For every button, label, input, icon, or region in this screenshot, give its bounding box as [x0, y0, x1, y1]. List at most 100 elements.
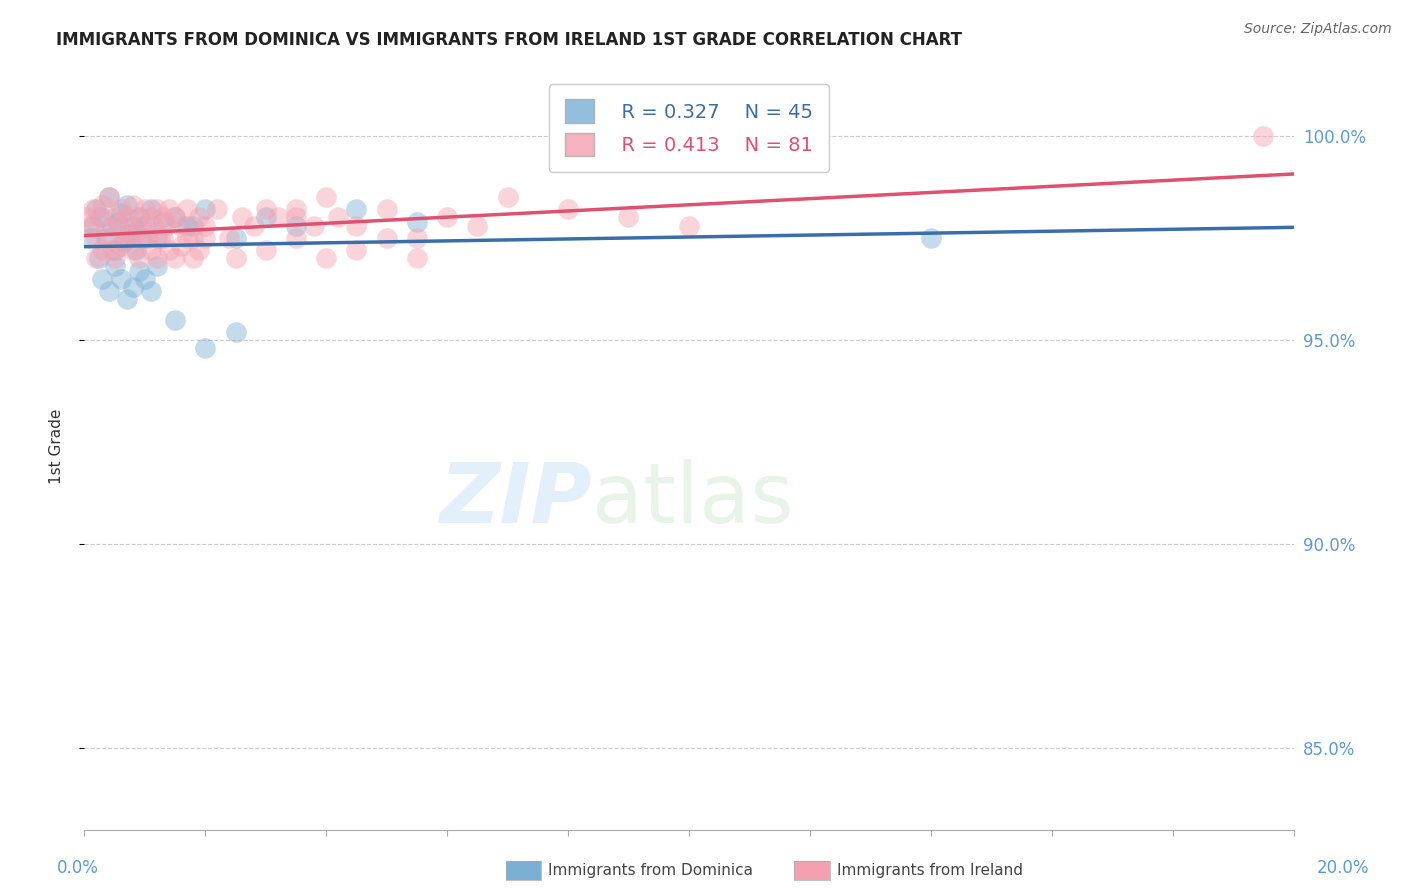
- Point: [139, 211, 162, 225]
- Point: [254, 211, 277, 225]
- Point: [91, 198, 114, 212]
- Point: [920, 231, 942, 245]
- Point: [436, 211, 458, 225]
- Legend:   R = 0.327    N = 45,   R = 0.413    N = 81: R = 0.327 N = 45, R = 0.413 N = 81: [548, 84, 830, 172]
- Point: [678, 219, 700, 233]
- Point: [152, 231, 174, 245]
- Point: [128, 263, 150, 277]
- Point: [176, 219, 198, 233]
- Text: 20.0%: 20.0%: [1316, 859, 1369, 877]
- Point: [115, 198, 138, 212]
- Point: [115, 211, 138, 225]
- Point: [121, 198, 143, 212]
- Point: [104, 260, 127, 274]
- Point: [165, 252, 187, 266]
- Point: [285, 202, 308, 217]
- Point: [157, 202, 180, 217]
- Point: [149, 231, 172, 245]
- Point: [346, 243, 368, 257]
- Point: [89, 211, 111, 225]
- Point: [346, 202, 368, 217]
- Point: [1253, 128, 1275, 143]
- Point: [152, 214, 174, 228]
- Point: [146, 231, 169, 245]
- Point: [315, 190, 337, 204]
- Point: [225, 325, 247, 339]
- Point: [267, 211, 290, 225]
- Point: [112, 231, 135, 245]
- Text: ZIP: ZIP: [440, 459, 592, 541]
- Point: [242, 219, 264, 233]
- Point: [194, 341, 217, 355]
- Point: [176, 202, 198, 217]
- Point: [557, 202, 579, 217]
- Point: [176, 231, 198, 245]
- Point: [231, 211, 253, 225]
- Point: [107, 214, 129, 228]
- Point: [128, 211, 150, 225]
- Point: [146, 260, 169, 274]
- Point: [115, 292, 138, 306]
- Point: [285, 219, 308, 233]
- Point: [112, 235, 135, 249]
- Point: [131, 219, 153, 233]
- Point: [79, 231, 101, 245]
- Point: [146, 202, 169, 217]
- Point: [94, 219, 117, 233]
- Text: atlas: atlas: [592, 459, 794, 541]
- Point: [104, 211, 127, 225]
- Point: [194, 231, 217, 245]
- Point: [467, 219, 489, 233]
- Point: [76, 211, 98, 225]
- Point: [100, 243, 122, 257]
- Point: [194, 219, 217, 233]
- Point: [131, 231, 153, 245]
- Y-axis label: 1st Grade: 1st Grade: [49, 409, 63, 483]
- Point: [302, 219, 325, 233]
- Point: [142, 219, 165, 233]
- Point: [79, 219, 101, 233]
- Point: [82, 219, 104, 233]
- Point: [328, 211, 350, 225]
- Text: Source: ZipAtlas.com: Source: ZipAtlas.com: [1244, 22, 1392, 37]
- Point: [118, 227, 141, 241]
- Point: [346, 219, 368, 233]
- Point: [315, 252, 337, 266]
- Point: [91, 243, 114, 257]
- Point: [285, 211, 308, 225]
- Point: [134, 271, 156, 285]
- Point: [134, 219, 156, 233]
- Point: [121, 280, 143, 294]
- Point: [110, 206, 132, 220]
- Text: IMMIGRANTS FROM DOMINICA VS IMMIGRANTS FROM IRELAND 1ST GRADE CORRELATION CHART: IMMIGRANTS FROM DOMINICA VS IMMIGRANTS F…: [56, 31, 962, 49]
- Point: [110, 239, 132, 253]
- Point: [152, 211, 174, 225]
- Point: [406, 252, 429, 266]
- Text: Immigrants from Ireland: Immigrants from Ireland: [837, 863, 1022, 878]
- Point: [181, 231, 204, 245]
- Point: [121, 243, 143, 257]
- Point: [121, 219, 143, 233]
- Point: [254, 243, 277, 257]
- Point: [218, 231, 240, 245]
- Point: [125, 227, 148, 241]
- Point: [225, 252, 247, 266]
- Point: [104, 243, 127, 257]
- Point: [285, 231, 308, 245]
- Point: [225, 231, 247, 245]
- Point: [139, 202, 162, 217]
- Point: [181, 252, 204, 266]
- Point: [91, 211, 114, 225]
- Point: [375, 231, 398, 245]
- Point: [136, 231, 159, 245]
- Point: [89, 252, 111, 266]
- Point: [110, 202, 132, 217]
- Point: [86, 252, 108, 266]
- Point: [128, 211, 150, 225]
- Point: [97, 190, 120, 204]
- Point: [128, 252, 150, 266]
- Point: [188, 211, 211, 225]
- Point: [97, 231, 120, 245]
- Point: [134, 231, 156, 245]
- Point: [194, 202, 217, 217]
